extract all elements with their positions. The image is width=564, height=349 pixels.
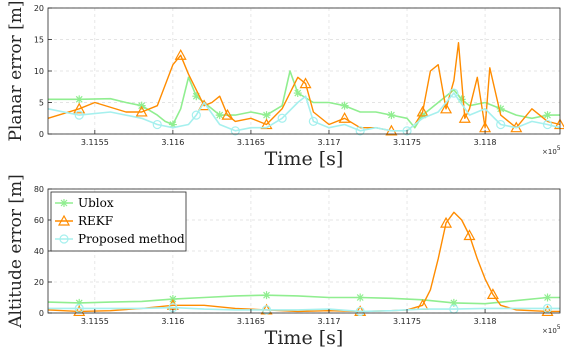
ublox-marker xyxy=(137,101,146,110)
ublox-marker xyxy=(449,298,458,307)
altitude-ticks: 3.1155 3.116 3.1165 3.117 3.1175 3.118 0 20 40 60… xyxy=(34,185,497,326)
ublox-marker xyxy=(262,111,271,120)
ublox-marker xyxy=(496,104,505,113)
ublox-marker xyxy=(262,291,271,300)
rekf-marker xyxy=(416,105,429,117)
planar-x-axis-label: Time [s] xyxy=(265,148,344,170)
y-tick-label: 0 xyxy=(39,130,44,139)
ublox-marker xyxy=(457,95,466,104)
ublox-marker xyxy=(543,111,552,120)
x-tick-label: 3.1165 xyxy=(237,138,265,147)
legend-rekf-label: REKF xyxy=(78,214,113,228)
rekf-marker xyxy=(440,216,453,228)
ublox-marker xyxy=(418,111,427,120)
y-tick-label: 10 xyxy=(34,67,44,76)
ublox-line xyxy=(47,294,560,305)
legend-proposed-method-label: Proposed method xyxy=(78,232,185,246)
proposed-method-marker xyxy=(74,110,84,120)
proposed-method-line xyxy=(48,306,560,313)
proposed-method-marker xyxy=(191,110,201,120)
rekf-marker xyxy=(260,118,273,130)
legend-ublox-label: Ublox xyxy=(78,196,114,210)
altitude-x-multiplier: ×105 xyxy=(542,324,561,335)
proposed-method-marker xyxy=(261,305,272,315)
legend-ublox-marker xyxy=(60,199,68,207)
proposed-method-marker xyxy=(496,119,506,130)
ublox-marker xyxy=(387,111,396,120)
x-tick-label: 3.117 xyxy=(318,317,341,326)
x-tick-label: 3.1175 xyxy=(393,317,421,326)
y-tick-label: 5 xyxy=(39,99,44,108)
altitude-x-axis-label: Time [s] xyxy=(265,327,344,349)
ublox-marker xyxy=(168,120,177,129)
ublox-marker xyxy=(215,111,224,120)
altitude-y-axis-label: Altitude error [m] xyxy=(6,174,26,329)
ublox-marker xyxy=(356,293,365,302)
altitude-error-plot: 3.1155 3.116 3.1165 3.117 3.1175 3.118 0 20 40 60… xyxy=(6,174,561,349)
x-tick-label: 3.116 xyxy=(161,138,184,147)
proposed-method-marker xyxy=(355,306,365,317)
proposed-method-marker xyxy=(542,119,553,130)
x-tick-label: 3.118 xyxy=(474,317,497,326)
rekf-marker xyxy=(463,229,476,241)
ublox-marker xyxy=(192,92,201,101)
proposed-method-marker xyxy=(355,126,365,136)
rekf-marker xyxy=(440,102,453,114)
legend-rekf-marker xyxy=(57,214,71,226)
proposed-method-marker xyxy=(230,126,240,136)
proposed-method-line xyxy=(47,92,561,132)
proposed-method-marker xyxy=(74,303,84,313)
proposed-method-marker xyxy=(308,116,318,127)
x-tick-label: 3.117 xyxy=(318,138,341,147)
planar-x-multiplier-exp: 5 xyxy=(557,145,561,152)
legend: Ublox REKF Proposed method xyxy=(50,191,187,252)
planar-y-axis-label: Planar error [m] xyxy=(6,0,26,141)
legend-proposed-method-marker xyxy=(59,234,69,244)
rekf-marker xyxy=(338,112,351,123)
planar-x-multiplier: ×105 xyxy=(542,145,561,156)
x-tick-label: 3.1155 xyxy=(81,138,109,147)
x-tick-label: 3.1155 xyxy=(81,317,109,326)
y-tick-label: 20 xyxy=(34,4,44,13)
ublox-marker xyxy=(75,298,84,307)
x-tick-label: 3.1165 xyxy=(237,317,265,326)
ublox-marker xyxy=(543,293,552,302)
rekf-marker xyxy=(221,108,234,120)
rekf-marker xyxy=(458,112,471,123)
proposed-method-marker xyxy=(277,113,287,123)
y-tick-label: 80 xyxy=(34,185,44,194)
planar-ticks: 3.1155 3.116 3.1165 3.117 3.1175 3.118 0 5 10 15 2… xyxy=(34,4,497,147)
proposed-method-marker xyxy=(449,88,459,98)
rekf-line xyxy=(47,211,560,313)
y-tick-label: 60 xyxy=(34,216,44,225)
y-tick-label: 0 xyxy=(39,309,44,318)
y-tick-label: 15 xyxy=(34,36,44,45)
ublox-marker xyxy=(75,95,84,104)
proposed-method-marker xyxy=(542,303,553,313)
altitude-x-multiplier-exp: 5 xyxy=(557,324,561,331)
ublox-marker xyxy=(293,89,302,98)
rekf-marker xyxy=(73,102,86,114)
proposed-method-marker xyxy=(152,119,162,130)
altitude-series xyxy=(47,211,560,317)
proposed-method-marker xyxy=(402,126,412,136)
y-tick-label: 20 xyxy=(34,278,44,287)
rekf-line xyxy=(47,42,561,132)
planar-series xyxy=(47,42,564,136)
legend-box xyxy=(50,191,187,252)
y-tick-label: 40 xyxy=(34,247,44,256)
rekf-marker xyxy=(174,49,187,60)
ublox-marker xyxy=(340,101,349,110)
x-tick-label: 3.1175 xyxy=(393,138,421,147)
planar-error-plot: 3.1155 3.116 3.1165 3.117 3.1175 3.118 0 5 10 15 2… xyxy=(6,0,564,170)
x-tick-label: 3.116 xyxy=(161,317,184,326)
rekf-marker xyxy=(135,105,148,117)
x-tick-label: 3.118 xyxy=(474,138,497,147)
rekf-marker xyxy=(299,77,312,89)
rekf-marker xyxy=(486,288,499,299)
